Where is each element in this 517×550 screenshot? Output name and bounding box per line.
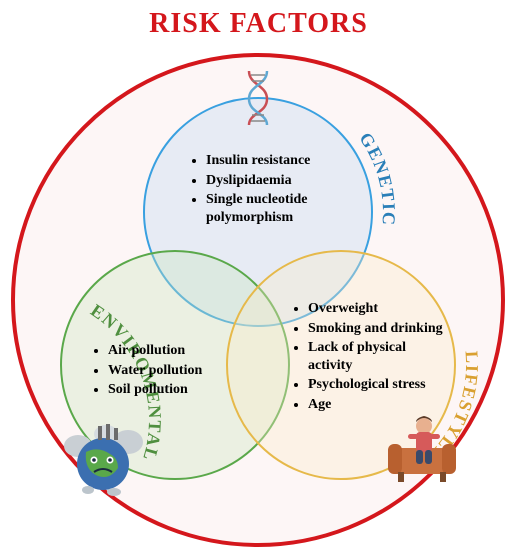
- lifestyle-bullets: Overweight Smoking and drinkingLack of ph…: [290, 298, 450, 415]
- bullet-item: Age: [308, 396, 450, 414]
- genetic-bullets: Insulin resistance DyslipidaemiaSingle nu…: [188, 150, 353, 228]
- title: RISK FACTORS: [0, 8, 517, 40]
- bullet-item: Air pollution: [108, 342, 250, 360]
- bullet-item: Psychological stress: [308, 376, 450, 394]
- earth-pollution-icon: [58, 418, 148, 503]
- bullet-item: Dyslipidaemia: [206, 172, 353, 190]
- bullet-item: Insulin resistance: [206, 152, 353, 170]
- bullet-item: Single nucleotide polymorphism: [206, 191, 353, 226]
- bullet-item: Lack of physical activity: [308, 339, 450, 374]
- bullet-item: Water pollution: [108, 362, 250, 380]
- environmental-bullets: Air pollution Water pollutionSoil polluti…: [90, 340, 250, 401]
- person-sofa-icon: [386, 414, 464, 491]
- diagram-stage: RISK FACTORS GENETIC ENVIROMENTAL LIFEST…: [0, 0, 517, 550]
- bullet-item: Smoking and drinking: [308, 320, 450, 338]
- dna-icon: [243, 69, 273, 130]
- bullet-item: Overweight: [308, 300, 450, 318]
- bullet-item: Soil pollution: [108, 381, 250, 399]
